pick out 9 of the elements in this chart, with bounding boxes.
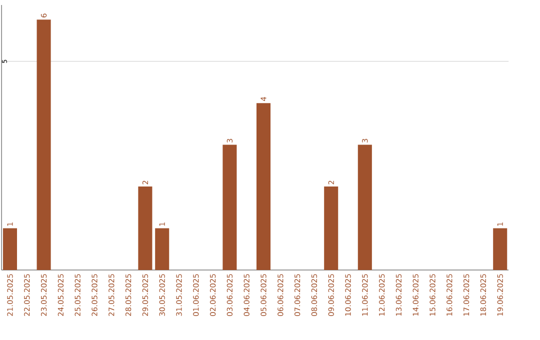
bar <box>222 144 237 270</box>
bar <box>138 186 152 270</box>
bar <box>155 228 170 270</box>
bar <box>358 144 372 270</box>
bar <box>493 228 508 270</box>
bar <box>256 103 271 270</box>
bar <box>2 228 18 270</box>
bar <box>324 186 338 270</box>
bar <box>36 20 51 270</box>
